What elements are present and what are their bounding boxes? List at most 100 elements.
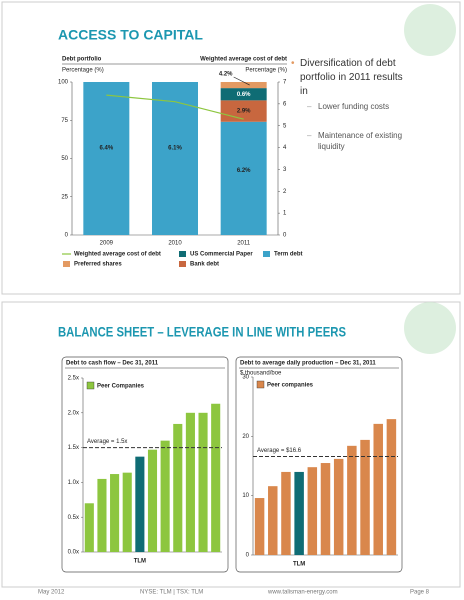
footer-url: www.talisman-energy.com — [267, 590, 338, 596]
legend-swatch — [179, 251, 186, 257]
chart-title: Debt to average daily production – Dec 3… — [240, 361, 376, 367]
legend-label: Bank debt — [190, 262, 219, 268]
bar — [294, 471, 304, 555]
globe-decoration — [404, 4, 456, 56]
bar-segment — [152, 82, 198, 235]
legend-label: Weighted average cost of debt — [74, 252, 161, 258]
cost-label: 0.6% — [237, 92, 251, 98]
footer-ticker: NYSE: TLM | TSX: TLM — [140, 590, 203, 596]
chart-title: Debt portfolio — [62, 57, 102, 63]
y2-axis-label: Percentage (%) — [245, 68, 287, 74]
bar-segment — [220, 121, 267, 235]
bullet: Diversification of debt portfolio in 201… — [291, 57, 412, 99]
bar — [122, 472, 132, 552]
bar — [173, 423, 183, 552]
x-tick-label: 2010 — [168, 241, 182, 247]
y-tick-label: 50 — [61, 156, 68, 162]
slide-frame — [1, 1, 461, 295]
reference-label: Average = $16.6 — [257, 448, 302, 454]
y-tick-label: 20 — [242, 434, 249, 440]
bar — [360, 439, 370, 555]
callout-arrow — [233, 76, 250, 86]
sub-bullet: Lower funding costs — [307, 101, 418, 112]
cost-label: 6.4% — [99, 145, 113, 151]
y2-tick-label: 7 — [283, 80, 287, 86]
line-series — [106, 94, 244, 120]
sub-bullet: Maintenance of existing liquidity — [307, 130, 418, 152]
legend-swatch — [179, 261, 186, 267]
slide-frame — [1, 301, 461, 588]
x-tick-label: TLM — [134, 559, 146, 565]
y-tick-label: 0 — [246, 553, 250, 559]
legend-label: Peer companies — [267, 383, 314, 389]
bar — [211, 403, 221, 552]
chart-title: Debt to cash flow – Dec 31, 2011 — [66, 361, 159, 367]
bar — [386, 419, 397, 555]
bar — [198, 412, 208, 552]
bar — [281, 471, 291, 555]
y-tick-label: 100 — [58, 80, 69, 86]
bar — [333, 458, 344, 555]
footer-page: Page 8 — [410, 590, 430, 596]
y2-tick-label: 3 — [283, 167, 287, 173]
chart-frame — [235, 356, 403, 573]
y2-tick-label: 6 — [283, 101, 287, 107]
legend-label: US Commercial Paper — [190, 252, 253, 258]
x-tick-label: 2011 — [237, 241, 251, 247]
x-tick-label: TLM — [293, 562, 305, 568]
y2-tick-label: 4 — [283, 145, 287, 151]
legend-label: Peer Companies — [97, 384, 145, 390]
y-axis-label: Percentage (%) — [62, 68, 104, 74]
y-tick-label: 0.5x — [68, 515, 79, 521]
reference-label: Average = 1.5x — [87, 439, 127, 445]
chart-frame — [61, 356, 229, 573]
bar — [160, 440, 170, 552]
y-tick-label: 30 — [242, 375, 249, 381]
cost-label: 2.9% — [237, 109, 251, 115]
bar — [97, 478, 107, 552]
y2-tick-label: 1 — [283, 211, 287, 217]
legend-swatch — [63, 261, 70, 267]
y-tick-label: 0.0x — [68, 550, 79, 556]
bar — [268, 486, 278, 555]
bar-segment — [220, 82, 267, 89]
slide-title: BALANCE SHEET – LEVERAGE IN LINE WITH PE… — [58, 324, 346, 340]
bar-segment — [83, 82, 130, 235]
bar — [135, 456, 145, 552]
bar — [110, 474, 120, 552]
bar — [254, 498, 265, 555]
bar-segment — [220, 88, 267, 101]
y-tick-label: 2.5x — [68, 376, 79, 382]
chart-subtitle: $ thousand/boe — [240, 371, 282, 377]
y-tick-label: 25 — [61, 194, 68, 200]
y-tick-label: 75 — [61, 118, 68, 124]
cost-label: 6.2% — [237, 168, 251, 174]
y-tick-label: 1.5x — [68, 445, 79, 451]
globe-decoration — [404, 302, 456, 354]
cost-label: 6.1% — [168, 145, 182, 151]
bar — [84, 503, 94, 552]
bar — [373, 423, 383, 555]
y2-tick-label: 0 — [283, 233, 287, 239]
bar — [320, 463, 331, 555]
y2-tick-label: 5 — [283, 123, 287, 129]
y-tick-label: 1.0x — [68, 480, 79, 486]
cost-label: 4.2% — [219, 72, 233, 78]
footer-date: May 2012 — [38, 590, 65, 596]
legend-swatch — [256, 380, 265, 389]
y-tick-label: 10 — [242, 493, 249, 499]
y2-tick-label: 2 — [283, 189, 287, 195]
bar — [185, 412, 195, 552]
slide-title: ACCESS TO CAPITAL — [58, 27, 203, 43]
legend-swatch — [86, 381, 95, 390]
y-tick-label: 0 — [65, 233, 69, 239]
bar — [347, 445, 357, 555]
x-tick-label: 2009 — [100, 241, 114, 247]
y-tick-label: 2.0x — [68, 410, 79, 416]
bar — [147, 449, 158, 552]
legend-label: Preferred shares — [74, 262, 122, 268]
legend-label: Term debt — [274, 252, 303, 258]
legend-swatch — [263, 251, 270, 257]
